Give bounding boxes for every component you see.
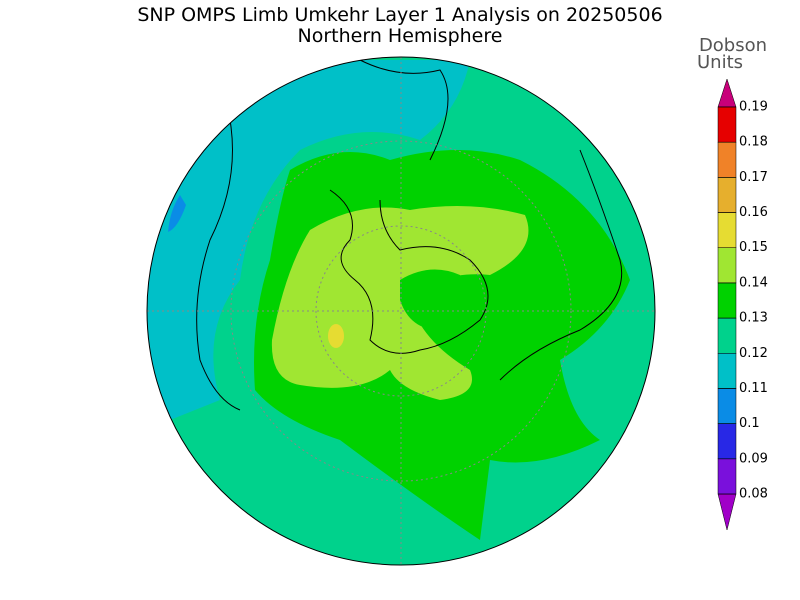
field-blue [168,195,186,232]
map-subtitle: Northern Hemisphere [298,25,503,47]
colorbar-tick-label: 0.14 [739,275,768,290]
colorbar-tick-label: 0.18 [739,135,768,150]
colorbar-extension [717,493,737,531]
map-border [146,56,656,566]
colorbar-tick-label: 0.13 [739,311,768,326]
colorbar-segment [717,388,737,424]
colorbar-segment [717,177,737,213]
colorbar-segment [717,317,737,354]
colorbar-segment [717,282,737,319]
colorbar-segment [717,141,737,178]
colorbar-tick-label: 0.09 [739,451,768,466]
map-title: SNP OMPS Limb Umkehr Layer 1 Analysis on… [137,4,662,26]
colorbar-tick-label: 0.16 [739,205,768,220]
colorbar-segment [717,247,737,284]
colorbar-extension [717,78,737,108]
coastlines [196,59,623,411]
colorbar-tick-label: 0.19 [739,100,768,115]
field-cyan [147,60,470,420]
colorbar-tick-label: 0.11 [739,381,768,396]
colorbar-tick-label: 0.15 [739,240,768,255]
ozone-field [147,57,655,565]
colorbar-tick-label: 0.08 [739,487,768,502]
colorbar-label: Dobson [699,35,767,56]
colorbar-tick-label: 0.1 [739,416,760,431]
colorbar-label: Units [697,52,743,73]
colorbar-segment [717,353,737,389]
colorbar-tick-label: 0.12 [739,346,768,361]
colorbar-segment [717,212,737,248]
field-yellow [328,324,344,348]
graticule [147,57,655,565]
colorbar: 0.08 0.09 0.1 0.11 0.12 0.13 0.14 0.15 0.16 0.17 0… [717,78,768,531]
colorbar-segment [717,423,737,460]
colorbar-segment [717,458,737,495]
colorbar-tick-label: 0.17 [739,170,768,185]
field-green-core [400,269,463,330]
colorbar-segment [717,106,737,143]
